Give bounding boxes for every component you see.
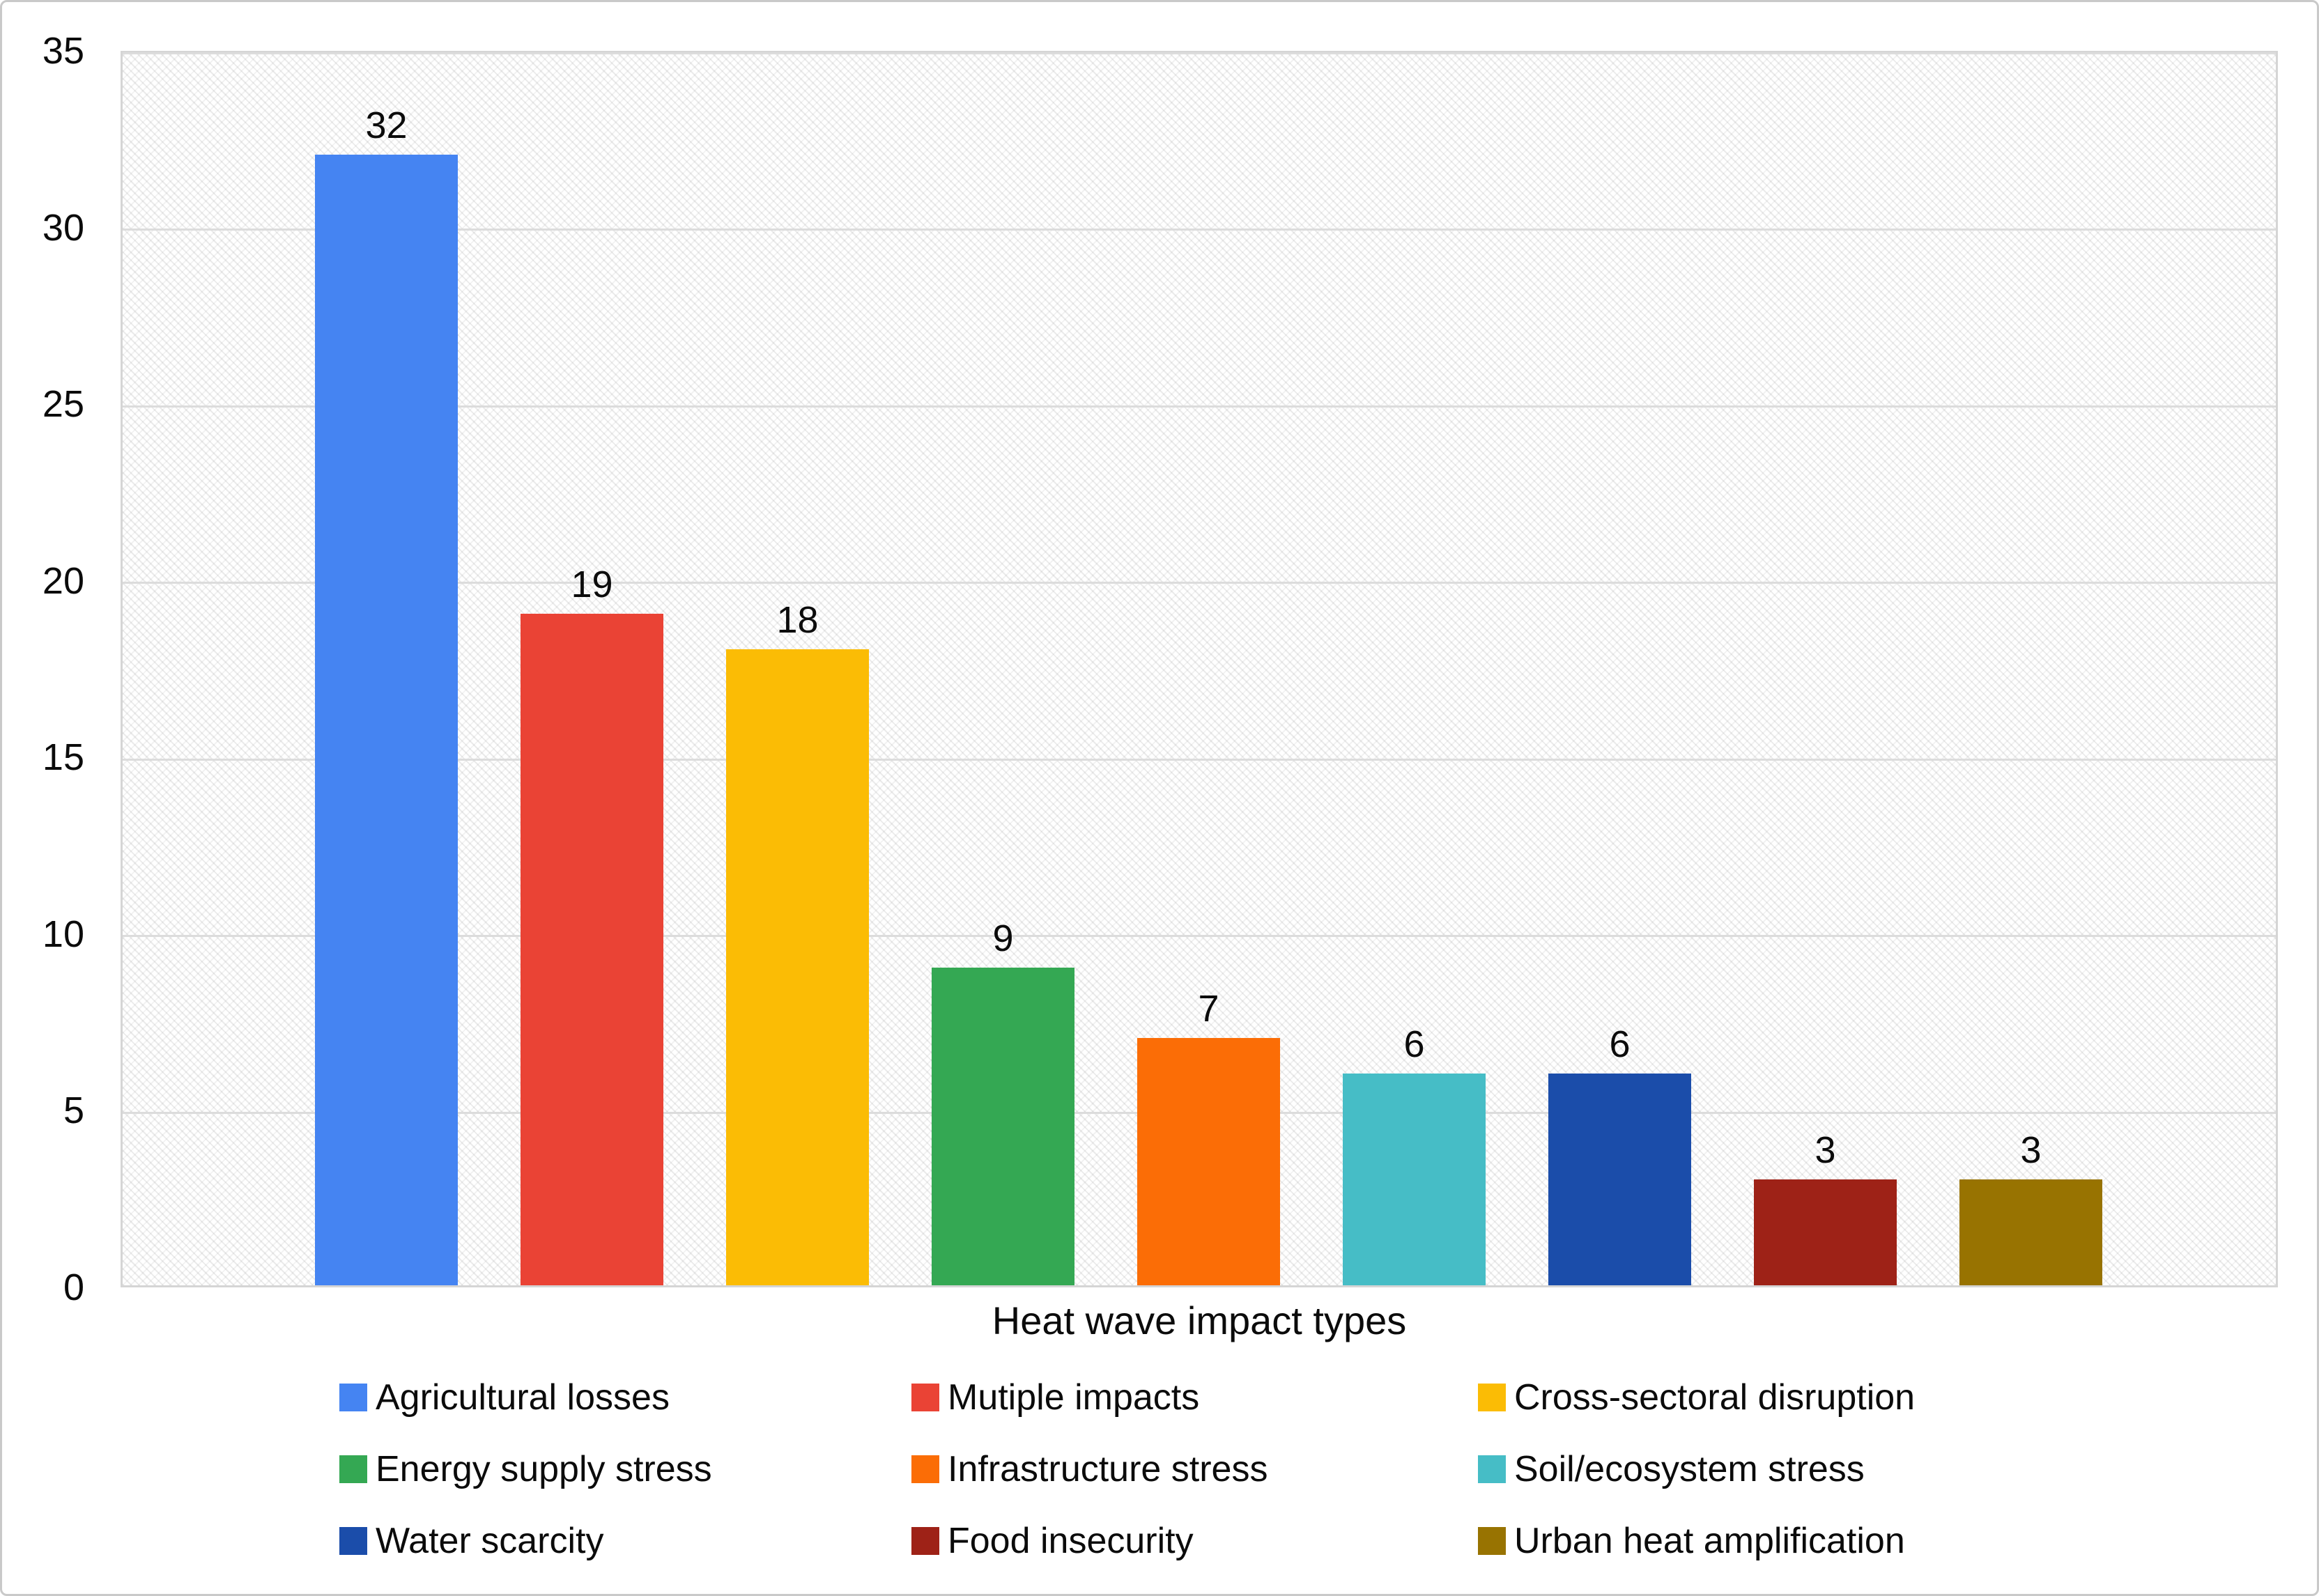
y-tick-label: 30 [42,206,84,249]
bar-urban-heat-amplification [1959,1179,2102,1285]
bar-value-label: 3 [2020,1129,2042,1171]
y-tick-label: 35 [42,30,84,72]
legend-swatch-icon [911,1527,939,1555]
y-tick-label: 10 [42,913,84,955]
gridline [123,582,2276,584]
bar-value-label: 7 [1198,988,1219,1030]
gridline [123,228,2276,231]
bar-value-label: 6 [1609,1023,1631,1065]
bar-value-label: 3 [1815,1129,1836,1171]
legend-item: Soil/ecosystem stress [1478,1443,2276,1495]
bar-value-label: 9 [992,917,1014,959]
legend-swatch-icon [1478,1455,1506,1483]
legend-label: Water scarcity [376,1521,604,1561]
bar-cross-sectoral-disruption [726,649,869,1285]
bar-soil-ecosystem-stress [1343,1073,1486,1285]
legend-label: Infrastructure stress [948,1449,1268,1489]
gridline [123,52,2276,54]
legend-item: Cross-sectoral disruption [1478,1372,2276,1423]
bar-infrastructure-stress [1137,1038,1280,1285]
legend-label: Cross-sectoral disruption [1514,1377,1916,1418]
legend-label: Soil/ecosystem stress [1514,1449,1865,1489]
y-tick-label: 15 [42,736,84,779]
legend-swatch-icon [339,1384,367,1411]
legend-label: Mutiple impacts [948,1377,1200,1418]
legend-label: Agricultural losses [376,1377,670,1418]
bar-value-label: 32 [365,104,408,147]
gridline [123,405,2276,408]
legend-swatch-icon [1478,1527,1506,1555]
y-tick-label: 5 [63,1090,84,1132]
bar-mutiple-impacts [521,614,663,1285]
legend-item: Food insecurity [911,1515,1478,1567]
y-tick-label: 25 [42,383,84,426]
bar-value-label: 18 [776,599,819,642]
bar-value-label: 6 [1403,1023,1425,1065]
legend-swatch-icon [911,1384,939,1411]
gridline [123,935,2276,938]
legend-item: Urban heat amplification [1478,1515,2276,1567]
legend-item: Infrastructure stress [911,1443,1478,1495]
bar-water-scarcity [1548,1073,1691,1285]
x-axis-title: Heat wave impact types [992,1299,1407,1342]
y-tick-label: 20 [42,559,84,602]
bar-energy-supply-stress [932,967,1074,1285]
legend: Agricultural losses Mutiple impacts Cross-… [339,1372,2276,1567]
legend-swatch-icon [911,1455,939,1483]
legend-swatch-icon [339,1527,367,1555]
legend-label: Energy supply stress [376,1449,712,1489]
bar-value-label: 19 [571,564,613,606]
bar-food-insecurity [1754,1179,1897,1285]
plot-area: 32 19 18 9 7 6 6 3 3 [121,51,2278,1287]
gridline [123,758,2276,761]
bar-agricultural-losses [315,155,458,1285]
legend-swatch-icon [1478,1384,1506,1411]
legend-item: Agricultural losses [339,1372,911,1423]
legend-label: Urban heat amplification [1514,1521,1905,1561]
legend-label: Food insecurity [948,1521,1194,1561]
y-tick-label: 0 [63,1266,84,1308]
legend-item: Mutiple impacts [911,1372,1478,1423]
legend-swatch-icon [339,1455,367,1483]
legend-item: Water scarcity [339,1515,911,1567]
legend-item: Energy supply stress [339,1443,911,1495]
